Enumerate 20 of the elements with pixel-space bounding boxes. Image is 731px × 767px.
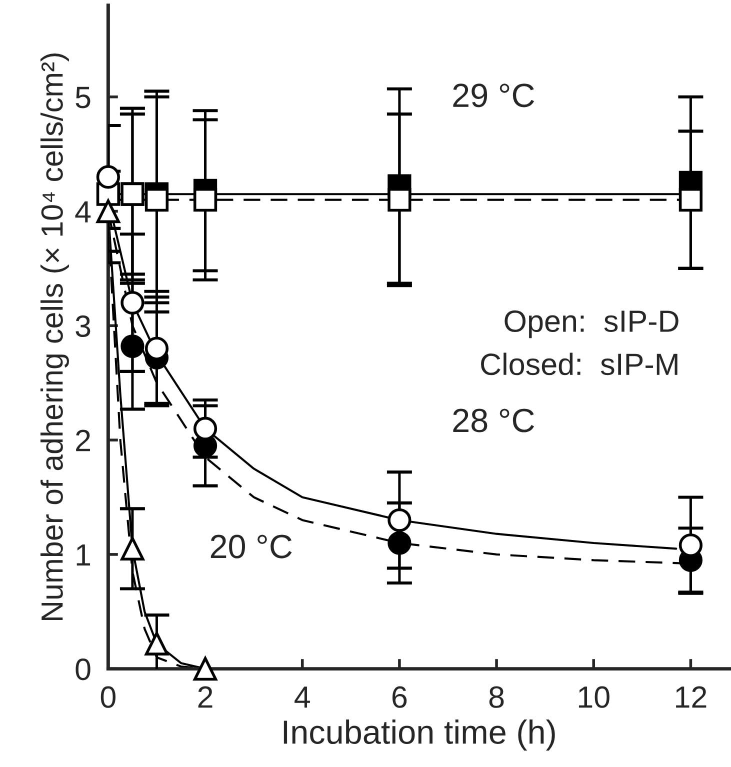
y-tick-label: 0 [76, 658, 90, 680]
y-tick-label: 3 [76, 315, 90, 338]
x-tick-label: 0 [100, 686, 116, 708]
y-tick-label: 2 [76, 430, 90, 452]
x-tick-label: 6 [392, 686, 407, 708]
y-axis-title: Number of adhering cells (× 10⁴ cells/cm²) [40, 53, 69, 620]
annotation: Open: sIP-D [504, 310, 678, 338]
y-tick-label: 1 [76, 544, 90, 566]
x-tick-label: 8 [489, 686, 504, 708]
annotation: 20 °C [210, 534, 292, 558]
annotation: 29 °C [453, 84, 534, 108]
y-tick-label: 5 [76, 86, 90, 108]
x-tick-label: 12 [676, 686, 706, 708]
x-tick-label: 10 [578, 686, 610, 708]
annotation: 28 °C [453, 408, 534, 432]
x-axis-title: Incubation time (h) [284, 720, 555, 751]
x-tick-label: 4 [294, 686, 310, 708]
annotation: Closed: sIP-M [481, 352, 678, 376]
x-tick-label: 2 [198, 686, 212, 708]
y-tick-label: 4 [75, 201, 91, 222]
